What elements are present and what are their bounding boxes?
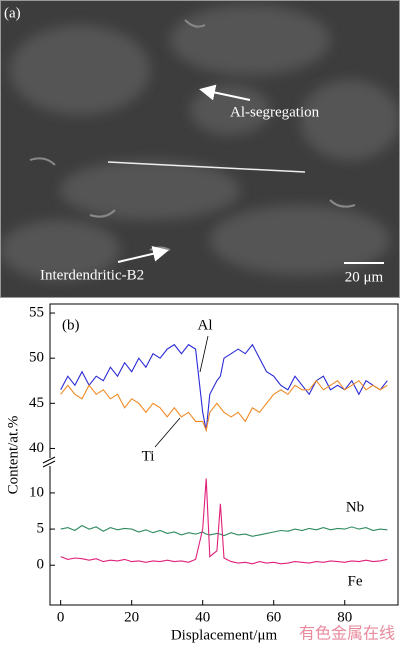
watermark: 有色金属在线: [299, 624, 395, 643]
y-axis-label: Content/at.%: [5, 416, 21, 495]
leader-line: [199, 335, 209, 373]
series-line: [60, 524, 388, 537]
annotation: Fe: [348, 573, 363, 589]
annotation: Interdendritic-B2: [40, 267, 144, 283]
series-line: [60, 478, 388, 565]
y-tick-label: 5: [37, 521, 45, 537]
scan-line: [107, 161, 306, 173]
line-chart: Content/at.% Displacement/μm (b) 4045505…: [5, 303, 399, 643]
x-axis-label: Displacement/μm: [171, 627, 278, 643]
annotation: Ti: [142, 448, 155, 464]
scale-bar-label: 20 μm: [345, 269, 384, 285]
y-tick-label: 45: [29, 395, 44, 411]
annotation: Nb: [346, 499, 364, 515]
panel-label: (b): [62, 317, 80, 333]
x-tick-label: 20: [124, 609, 139, 625]
y-tick-label: 40: [29, 440, 44, 456]
y-tick-label: 0: [37, 557, 45, 573]
leader-line: [154, 417, 181, 448]
arrow: [117, 245, 169, 263]
x-tick-label: 80: [337, 609, 352, 625]
annotation: Al: [198, 317, 213, 333]
y-tick-label: 55: [29, 304, 44, 320]
x-tick-label: 0: [57, 609, 65, 625]
x-tick-label: 40: [195, 609, 210, 625]
plot-frame: [49, 303, 399, 606]
axis-break: [42, 456, 56, 468]
arrow: [199, 84, 251, 101]
panel-label: (a): [4, 5, 21, 21]
y-tick-label: 10: [29, 484, 44, 500]
series-line: [60, 379, 388, 433]
series-line: [60, 343, 388, 431]
annotation: Al-segregation: [230, 104, 320, 120]
y-tick-label: 50: [29, 350, 44, 366]
x-tick-label: 60: [266, 609, 281, 625]
sem-image: (a) Al-segregation Interdendritic-B2 20 …: [0, 0, 400, 298]
